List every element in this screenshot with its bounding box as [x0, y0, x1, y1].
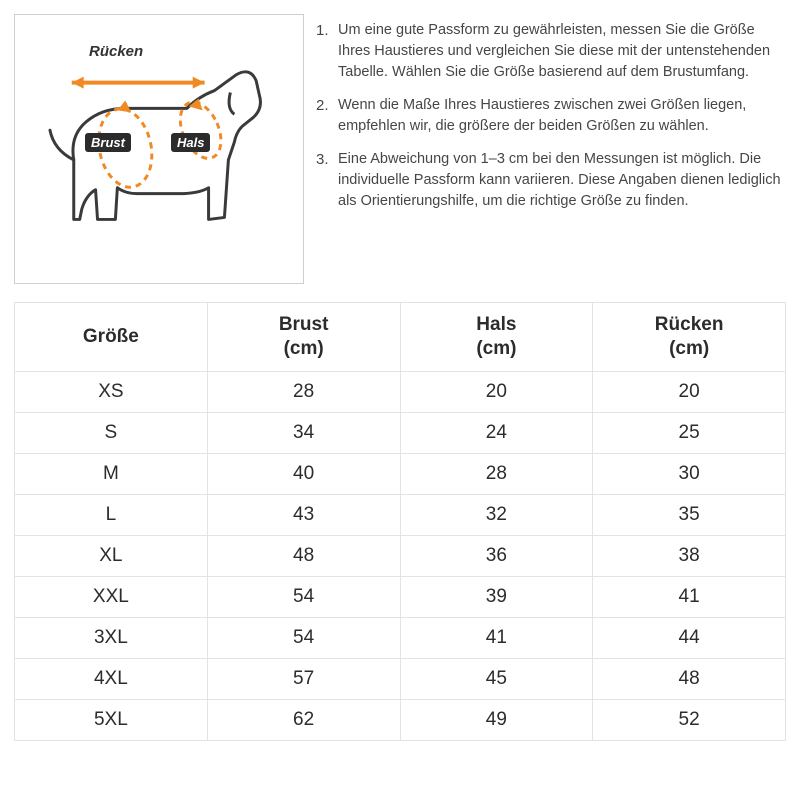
table-cell: 41: [400, 617, 593, 658]
table-cell: 5XL: [15, 699, 208, 740]
table-row: XS282020: [15, 371, 786, 412]
table-cell: 62: [207, 699, 400, 740]
table-row: M402830: [15, 453, 786, 494]
instruction-item: Eine Abweichung von 1–3 cm bei den Messu…: [316, 149, 786, 212]
table-cell: 52: [593, 699, 786, 740]
table-cell: 30: [593, 453, 786, 494]
table-cell: 36: [400, 535, 593, 576]
table-header-row: Größe Brust(cm) Hals(cm) Rücken(cm): [15, 303, 786, 372]
table-cell: 3XL: [15, 617, 208, 658]
table-row: 5XL624952: [15, 699, 786, 740]
top-section: Rücken Brust Hals Um eine gute Passform …: [14, 14, 786, 284]
table-cell: 40: [207, 453, 400, 494]
table-cell: 43: [207, 494, 400, 535]
table-cell: 4XL: [15, 658, 208, 699]
table-cell: 39: [400, 576, 593, 617]
table-cell: XS: [15, 371, 208, 412]
table-cell: 44: [593, 617, 786, 658]
table-cell: XL: [15, 535, 208, 576]
table-row: 4XL574548: [15, 658, 786, 699]
table-cell: 54: [207, 576, 400, 617]
table-cell: 38: [593, 535, 786, 576]
table-cell: M: [15, 453, 208, 494]
table-cell: S: [15, 412, 208, 453]
dog-outline-icon: [29, 41, 289, 269]
col-neck: Hals(cm): [400, 303, 593, 372]
instructions-list: Um eine gute Passform zu gewährleisten, …: [316, 20, 786, 212]
table-row: S342425: [15, 412, 786, 453]
table-cell: 54: [207, 617, 400, 658]
table-cell: L: [15, 494, 208, 535]
size-table: Größe Brust(cm) Hals(cm) Rücken(cm) XS28…: [14, 302, 786, 741]
table-cell: 25: [593, 412, 786, 453]
table-row: L433235: [15, 494, 786, 535]
neck-tag: Hals: [171, 133, 210, 152]
table-cell: 48: [207, 535, 400, 576]
instruction-item: Wenn die Maße Ihres Haustieres zwischen …: [316, 95, 786, 137]
table-cell: XXL: [15, 576, 208, 617]
table-cell: 20: [400, 371, 593, 412]
col-chest: Brust(cm): [207, 303, 400, 372]
instructions: Um eine gute Passform zu gewährleisten, …: [316, 14, 786, 284]
table-row: 3XL544144: [15, 617, 786, 658]
table-cell: 28: [400, 453, 593, 494]
table-cell: 41: [593, 576, 786, 617]
table-cell: 45: [400, 658, 593, 699]
table-cell: 20: [593, 371, 786, 412]
table-cell: 57: [207, 658, 400, 699]
table-cell: 28: [207, 371, 400, 412]
chest-tag: Brust: [85, 133, 131, 152]
table-cell: 49: [400, 699, 593, 740]
col-size: Größe: [15, 303, 208, 372]
instruction-item: Um eine gute Passform zu gewährleisten, …: [316, 20, 786, 83]
table-cell: 24: [400, 412, 593, 453]
back-label: Rücken: [89, 43, 143, 60]
table-cell: 35: [593, 494, 786, 535]
table-cell: 48: [593, 658, 786, 699]
table-cell: 34: [207, 412, 400, 453]
table-body: XS282020S342425M402830L433235XL483638XXL…: [15, 371, 786, 740]
col-back: Rücken(cm): [593, 303, 786, 372]
table-row: XL483638: [15, 535, 786, 576]
measurement-diagram: Rücken Brust Hals: [14, 14, 304, 284]
table-row: XXL543941: [15, 576, 786, 617]
table-cell: 32: [400, 494, 593, 535]
